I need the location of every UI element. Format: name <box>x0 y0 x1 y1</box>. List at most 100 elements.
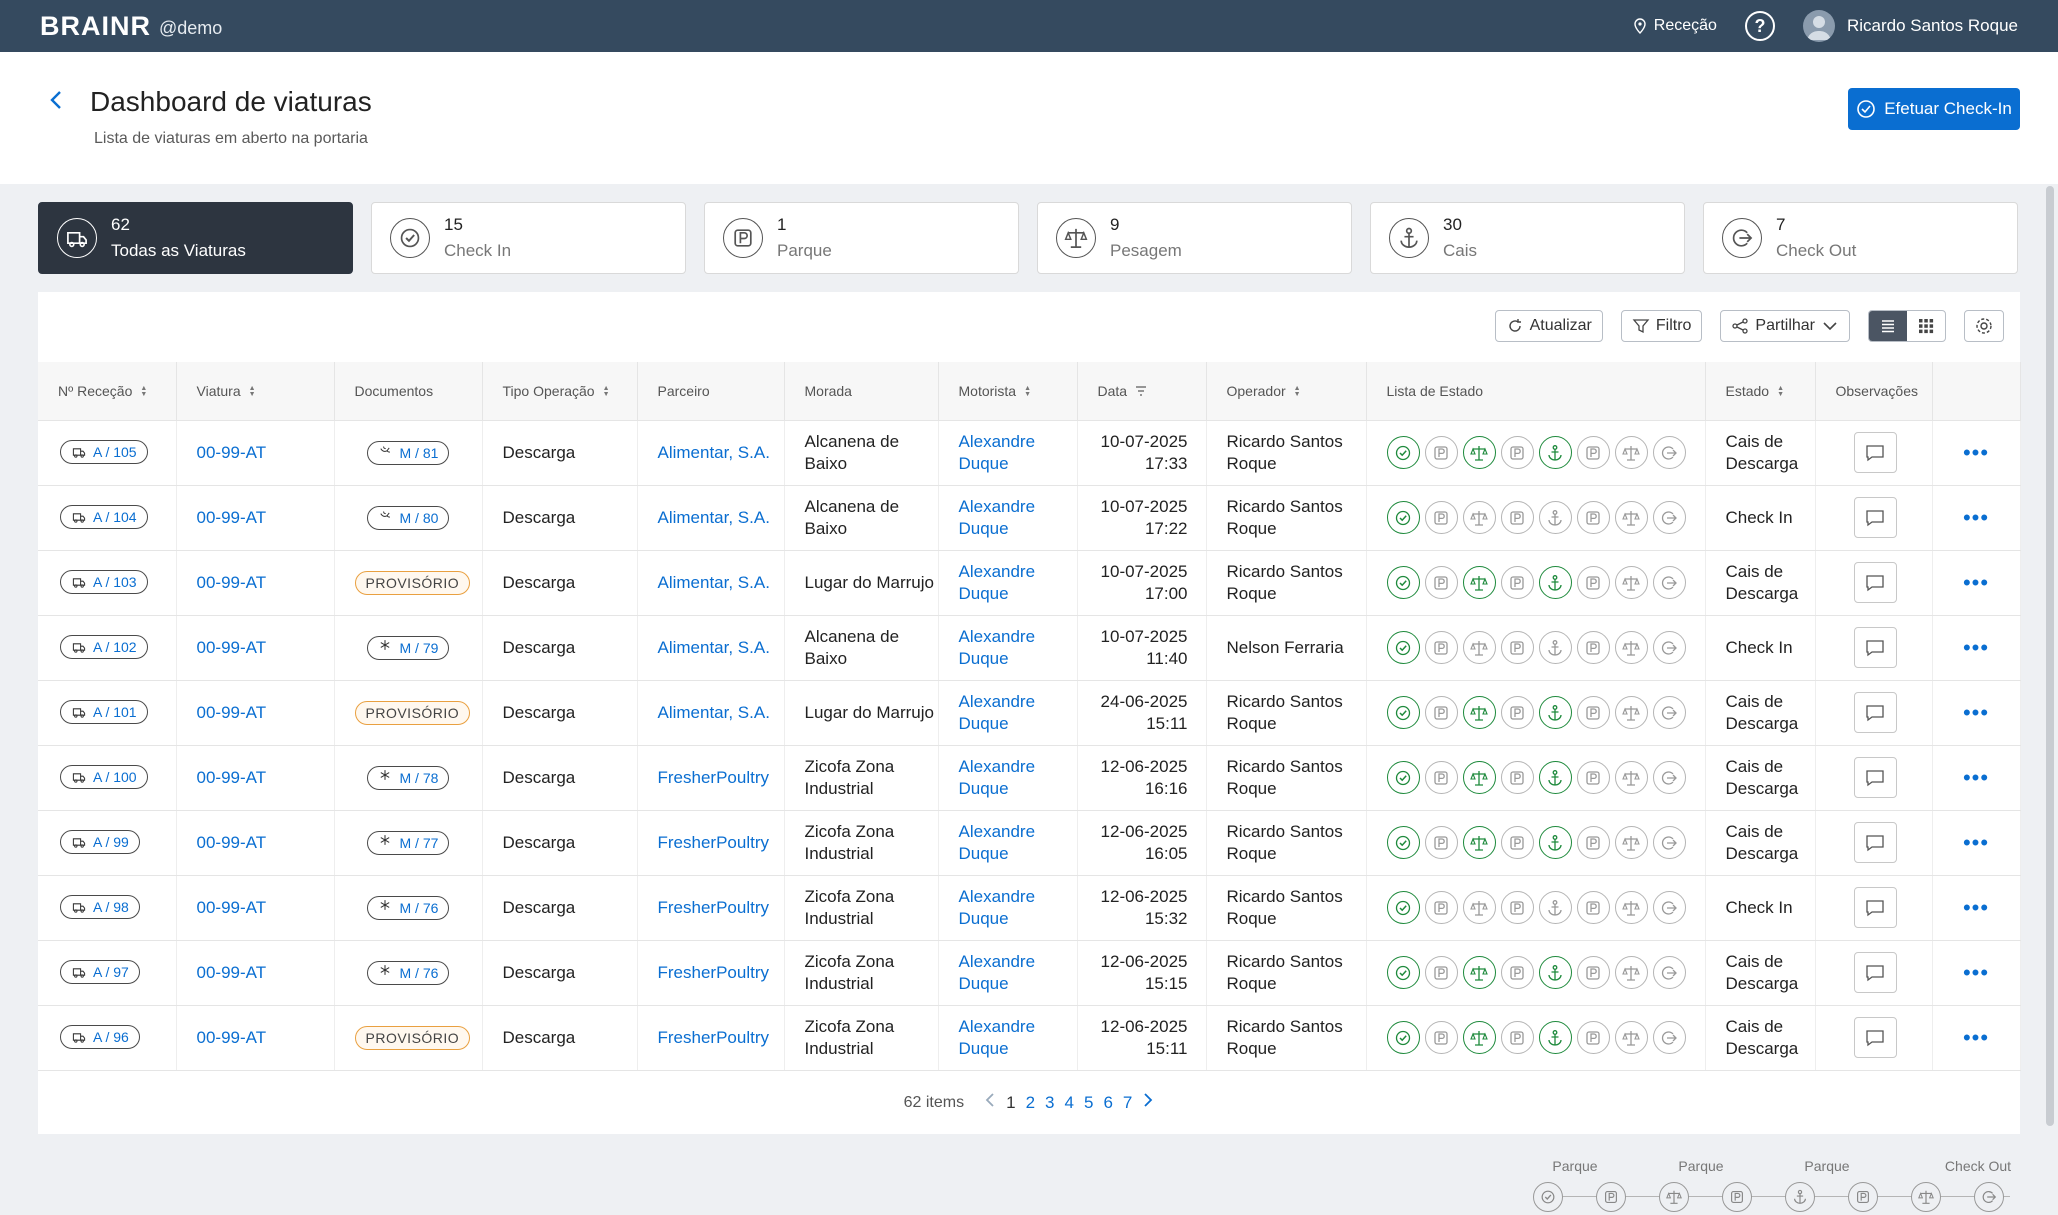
status-step-anchor-icon[interactable] <box>1538 436 1572 469</box>
driver-link[interactable]: Alexandre Duque <box>938 485 1078 551</box>
status-step-check-icon[interactable] <box>1386 696 1420 729</box>
status-step-parking-icon[interactable] <box>1424 436 1458 469</box>
column-header[interactable]: Viatura ▲ ▼ <box>176 362 335 421</box>
sort-icon[interactable]: ▲ ▼ <box>1024 385 1032 399</box>
comment-button[interactable] <box>1853 887 1897 928</box>
status-step-anchor-icon[interactable] <box>1538 761 1572 794</box>
table-row[interactable]: A / 96 00-99-AT PROVISÓRIO Descarga Fres… <box>38 1005 2021 1071</box>
status-step-scale-icon[interactable] <box>1462 501 1496 534</box>
status-step-parking-icon[interactable] <box>1424 631 1458 664</box>
partner-link[interactable]: Alimentar, S.A. <box>637 420 785 486</box>
document-badge[interactable]: M / 79 <box>366 635 450 660</box>
status-step-anchor-icon[interactable] <box>1538 566 1572 599</box>
column-header[interactable]: Data <box>1077 362 1207 421</box>
comment-button[interactable] <box>1853 757 1897 798</box>
status-card-1[interactable]: 62 Todas as Viaturas <box>38 202 353 274</box>
partner-link[interactable]: FresherPoultry <box>637 810 785 876</box>
status-card-5[interactable]: 30 Cais <box>1370 202 1685 274</box>
status-step-parking-icon[interactable] <box>1500 956 1534 989</box>
status-step-parking-icon[interactable] <box>1576 696 1610 729</box>
reception-badge[interactable]: A / 104 <box>60 504 148 529</box>
table-row[interactable]: A / 99 00-99-AT M / 77 Descarga FresherP… <box>38 810 2021 876</box>
status-card-3[interactable]: 1 Parque <box>704 202 1019 274</box>
column-header[interactable]: Nº Receção ▲ ▼ <box>38 362 177 421</box>
prev-page-icon[interactable] <box>984 1092 996 1113</box>
comment-button[interactable] <box>1853 627 1897 668</box>
status-step-parking-icon[interactable] <box>1576 891 1610 924</box>
status-step-check-icon[interactable] <box>1386 761 1420 794</box>
status-step-exit-icon[interactable] <box>1652 566 1686 599</box>
avatar[interactable] <box>1802 10 1835 42</box>
page-link[interactable]: 6 <box>1103 1092 1113 1112</box>
status-step-check-icon[interactable] <box>1386 501 1420 534</box>
partner-link[interactable]: Alimentar, S.A. <box>637 485 785 551</box>
status-step-scale-icon[interactable] <box>1614 891 1648 924</box>
column-header[interactable]: Tipo Operação ▲ ▼ <box>482 362 638 421</box>
table-row[interactable]: A / 103 00-99-AT PROVISÓRIO Descarga Ali… <box>38 550 2021 616</box>
status-step-exit-icon[interactable] <box>1652 696 1686 729</box>
more-actions-icon[interactable]: ••• <box>1932 550 2021 616</box>
status-step-anchor-icon[interactable] <box>1538 501 1572 534</box>
next-page-icon[interactable] <box>1142 1092 1154 1113</box>
table-row[interactable]: A / 102 00-99-AT M / 79 Descarga Aliment… <box>38 615 2021 681</box>
driver-link[interactable]: Alexandre Duque <box>938 940 1078 1006</box>
filter-button[interactable]: Filtro <box>1620 310 1703 342</box>
status-step-anchor-icon[interactable] <box>1538 956 1572 989</box>
status-step-check-icon[interactable] <box>1386 891 1420 924</box>
column-header[interactable]: Operador ▲ ▼ <box>1206 362 1367 421</box>
document-badge[interactable]: M / 81 <box>366 440 450 465</box>
status-step-scale-icon[interactable] <box>1462 956 1496 989</box>
status-step-parking-icon[interactable] <box>1424 956 1458 989</box>
status-step-check-icon[interactable] <box>1386 436 1420 469</box>
page-link[interactable]: 1 <box>1006 1092 1016 1112</box>
provisional-badge[interactable]: PROVISÓRIO <box>354 570 471 595</box>
document-badge[interactable]: M / 80 <box>366 505 450 530</box>
driver-link[interactable]: Alexandre Duque <box>938 615 1078 681</box>
status-step-parking-icon[interactable] <box>1500 826 1534 859</box>
partner-link[interactable]: Alimentar, S.A. <box>637 550 785 616</box>
reception-badge[interactable]: A / 100 <box>60 764 148 789</box>
provisional-badge[interactable]: PROVISÓRIO <box>354 700 471 725</box>
column-header[interactable]: Estado ▲ ▼ <box>1705 362 1816 421</box>
status-step-anchor-icon[interactable] <box>1538 1021 1572 1054</box>
driver-link[interactable]: Alexandre Duque <box>938 1005 1078 1071</box>
reception-badge[interactable]: A / 98 <box>60 894 140 919</box>
status-step-check-icon[interactable] <box>1386 566 1420 599</box>
vehicle-plate[interactable]: 00-99-AT <box>176 940 335 1006</box>
status-step-check-icon[interactable] <box>1386 1021 1420 1054</box>
status-step-parking-icon[interactable] <box>1500 1021 1534 1054</box>
vehicle-plate[interactable]: 00-99-AT <box>176 680 335 746</box>
partner-link[interactable]: FresherPoultry <box>637 1005 785 1071</box>
list-view-icon[interactable] <box>1869 311 1907 341</box>
document-badge[interactable]: M / 78 <box>366 765 450 790</box>
status-step-exit-icon[interactable] <box>1652 826 1686 859</box>
comment-button[interactable] <box>1853 692 1897 733</box>
reception-badge[interactable]: A / 103 <box>60 569 148 594</box>
vehicle-plate[interactable]: 00-99-AT <box>176 810 335 876</box>
status-step-scale-icon[interactable] <box>1614 956 1648 989</box>
vehicle-plate[interactable]: 00-99-AT <box>176 875 335 941</box>
partner-link[interactable]: Alimentar, S.A. <box>637 615 785 681</box>
document-badge[interactable]: M / 77 <box>366 830 450 855</box>
document-badge[interactable]: M / 76 <box>366 895 450 920</box>
page-link[interactable]: 5 <box>1083 1092 1094 1112</box>
status-step-parking-icon[interactable] <box>1500 761 1534 794</box>
status-step-scale-icon[interactable] <box>1462 696 1496 729</box>
status-step-scale-icon[interactable] <box>1614 566 1648 599</box>
status-step-parking-icon[interactable] <box>1500 436 1534 469</box>
more-actions-icon[interactable]: ••• <box>1932 420 2021 486</box>
page-link[interactable]: 2 <box>1025 1092 1036 1112</box>
checkin-button[interactable]: Efetuar Check-In <box>1848 88 2020 130</box>
status-card-6[interactable]: 7 Check Out <box>1703 202 2018 274</box>
driver-link[interactable]: Alexandre Duque <box>938 810 1078 876</box>
status-step-parking-icon[interactable] <box>1424 566 1458 599</box>
share-button[interactable]: Partilhar <box>1720 310 1850 342</box>
table-row[interactable]: A / 98 00-99-AT M / 76 Descarga FresherP… <box>38 875 2021 941</box>
table-row[interactable]: A / 101 00-99-AT PROVISÓRIO Descarga Ali… <box>38 680 2021 746</box>
partner-link[interactable]: FresherPoultry <box>637 745 785 811</box>
help-icon[interactable]: ? <box>1744 11 1775 41</box>
status-card-4[interactable]: 9 Pesagem <box>1037 202 1352 274</box>
partner-link[interactable]: Alimentar, S.A. <box>637 680 785 746</box>
vehicle-plate[interactable]: 00-99-AT <box>176 745 335 811</box>
more-actions-icon[interactable]: ••• <box>1932 1005 2021 1071</box>
